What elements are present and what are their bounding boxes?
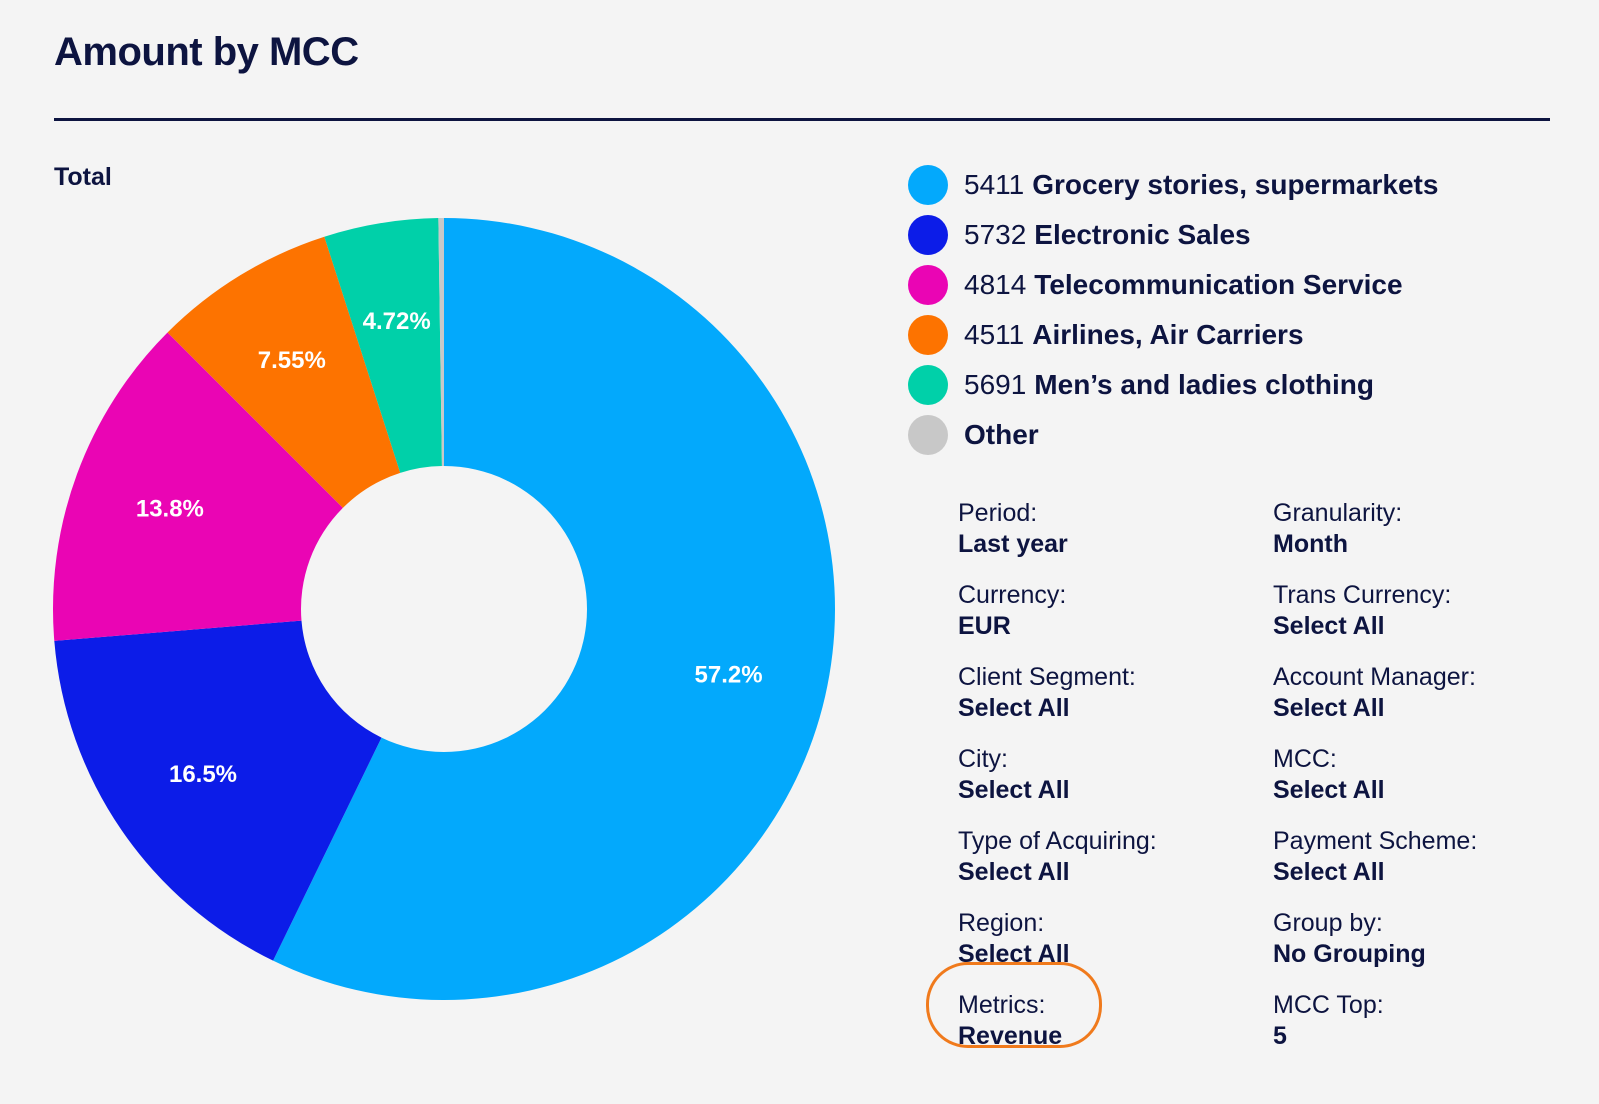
filter-value: Select All: [1273, 612, 1385, 640]
filter-type-of-acquiring: Type of Acquiring: Select All: [958, 826, 1273, 888]
legend-name: Other: [964, 419, 1039, 450]
filter-label: Group by:: [1273, 909, 1383, 937]
legend-code: 4814: [964, 269, 1027, 300]
donut-slice[interactable]: [54, 620, 382, 961]
filter-summary: Period: Last year Granularity: Month Curre…: [958, 498, 1588, 1052]
legend-name: Grocery stories, supermarkets: [1032, 169, 1439, 200]
filter-label: Payment Scheme:: [1273, 827, 1478, 855]
legend-swatch: [908, 415, 948, 455]
filter-granularity: Granularity: Month: [1273, 498, 1588, 560]
donut-slice[interactable]: [53, 332, 343, 641]
filter-trans-currency: Trans Currency: Select All: [1273, 580, 1588, 642]
filter-value: Month: [1273, 530, 1348, 558]
chart-legend: 5411 Grocery stories, supermarkets 5732 …: [908, 160, 1438, 460]
legend-item[interactable]: 4814 Telecommunication Service: [908, 260, 1438, 310]
filter-label: Metrics:: [958, 991, 1046, 1019]
donut-slice[interactable]: [167, 236, 401, 508]
donut-chart: 57.2% 16.5% 13.8% 7.55% 4.72%: [53, 218, 836, 1001]
filter-region: Region: Select All: [958, 908, 1273, 970]
filter-label: MCC Top:: [1273, 991, 1384, 1019]
filter-account-manager: Account Manager: Select All: [1273, 662, 1588, 724]
filter-label: Type of Acquiring:: [958, 827, 1157, 855]
legend-swatch: [908, 165, 948, 205]
filter-label: Currency:: [958, 581, 1067, 609]
filter-currency: Currency: EUR: [958, 580, 1273, 642]
filter-label: Region:: [958, 909, 1045, 937]
legend-item[interactable]: 5691 Men’s and ladies clothing: [908, 360, 1438, 410]
filter-city: City: Select All: [958, 744, 1273, 806]
donut-slice[interactable]: [438, 218, 444, 467]
chart-title: Amount by MCC: [54, 30, 359, 74]
filter-value: 5: [1273, 1022, 1287, 1050]
filter-value: Select All: [958, 694, 1070, 722]
slice-data-label: 16.5%: [169, 761, 237, 788]
filter-value: Select All: [1273, 776, 1385, 804]
legend-code: 4511: [964, 319, 1025, 350]
legend-item[interactable]: Other: [908, 410, 1438, 460]
filter-value: No Grouping: [1273, 940, 1426, 968]
legend-name: Airlines, Air Carriers: [1032, 319, 1304, 350]
slice-data-label: 7.55%: [258, 347, 326, 374]
filter-label: MCC:: [1273, 745, 1337, 773]
filter-label: Period:: [958, 499, 1038, 527]
metrics-highlight-ring: [926, 962, 1102, 1048]
filter-value: Select All: [958, 858, 1070, 886]
filter-label: City:: [958, 745, 1008, 773]
slice-data-label: 4.72%: [363, 308, 431, 335]
filter-period: Period: Last year: [958, 498, 1273, 560]
filter-value: Last year: [958, 530, 1068, 558]
legend-code: 5732: [964, 219, 1027, 250]
legend-code: 5691: [964, 369, 1027, 400]
legend-code: 5411: [964, 169, 1025, 200]
donut-slice[interactable]: [273, 218, 836, 1001]
filter-mcc: MCC: Select All: [1273, 744, 1588, 806]
filter-value: Select All: [1273, 694, 1385, 722]
legend-name: Telecommunication Service: [1034, 269, 1403, 300]
filter-value: Select All: [1273, 858, 1385, 886]
slice-data-label: 57.2%: [695, 661, 763, 688]
slice-data-label: 13.8%: [136, 495, 204, 522]
filter-value: EUR: [958, 612, 1011, 640]
donut-slice[interactable]: [324, 218, 442, 473]
filter-label: Granularity:: [1273, 499, 1403, 527]
legend-swatch: [908, 265, 948, 305]
filter-label: Trans Currency:: [1273, 581, 1452, 609]
legend-name: Electronic Sales: [1034, 219, 1251, 250]
filter-group-by: Group by: No Grouping: [1273, 908, 1588, 970]
legend-swatch: [908, 315, 948, 355]
filter-mcc-top: MCC Top: 5: [1273, 990, 1588, 1052]
legend-item[interactable]: 5411 Grocery stories, supermarkets: [908, 160, 1438, 210]
legend-name: Men’s and ladies clothing: [1034, 369, 1374, 400]
filter-value: Select All: [958, 776, 1070, 804]
legend-swatch: [908, 215, 948, 255]
legend-swatch: [908, 365, 948, 405]
chart-subtitle: Total: [54, 163, 112, 191]
title-divider: [54, 118, 1550, 121]
filter-client-segment: Client Segment: Select All: [958, 662, 1273, 724]
filter-label: Account Manager:: [1273, 663, 1476, 691]
legend-item[interactable]: 5732 Electronic Sales: [908, 210, 1438, 260]
filter-payment-scheme: Payment Scheme: Select All: [1273, 826, 1588, 888]
legend-item[interactable]: 4511 Airlines, Air Carriers: [908, 310, 1438, 360]
filter-label: Client Segment:: [958, 663, 1136, 691]
